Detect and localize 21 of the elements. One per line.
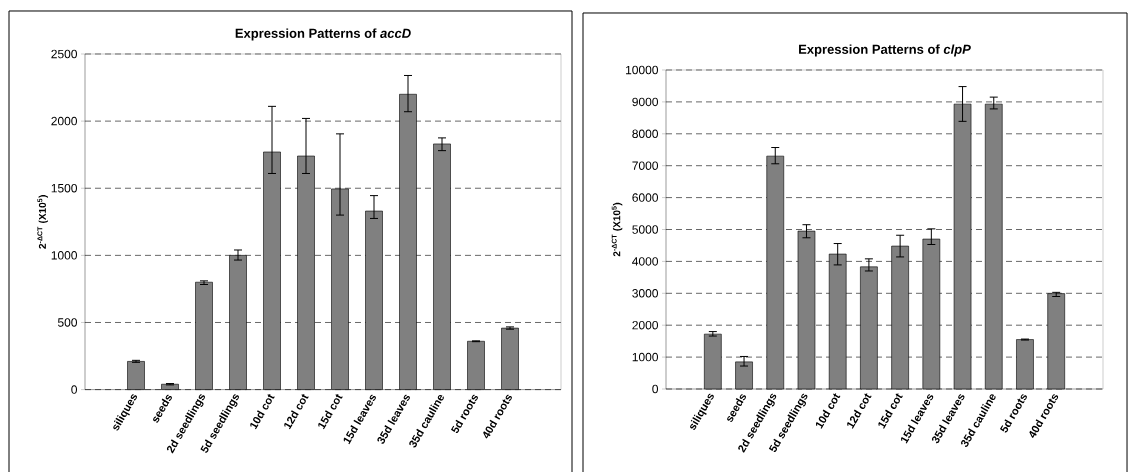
chart-title: Expression Patterns of accD [235, 28, 411, 41]
y-tick-label: 5000 [632, 225, 659, 234]
y-tick-label: 2000 [51, 116, 77, 126]
y-tick-label: 500 [57, 318, 78, 327]
chart-title: Expression Patterns of clpP [799, 44, 971, 57]
y-axis-title: 2$^{-ΔCT}$ (X10$^{5}$) [37, 195, 48, 249]
y-tick-label: 3000 [632, 289, 659, 298]
y-tick-label: 0 [652, 384, 659, 394]
y-tick-label: 1000 [632, 352, 659, 362]
y-tick-label: 1500 [51, 183, 77, 193]
y-tick-label: 9000 [632, 97, 659, 107]
y-tick-label: 2500 [51, 49, 77, 59]
y-axis-title: 2$^{-ΔCT}$ (X10$^{5}$) [611, 202, 623, 257]
y-tick-label: 1000 [51, 251, 77, 260]
y-tick-label: 6000 [632, 193, 659, 202]
y-tick-label: 10000 [626, 65, 659, 75]
y-tick-label: 4000 [632, 257, 659, 266]
y-tick-label: 7000 [632, 161, 659, 170]
y-tick-label: 2000 [632, 320, 659, 330]
y-tick-label: 8000 [632, 129, 659, 139]
y-tick-label: 0 [71, 385, 78, 394]
